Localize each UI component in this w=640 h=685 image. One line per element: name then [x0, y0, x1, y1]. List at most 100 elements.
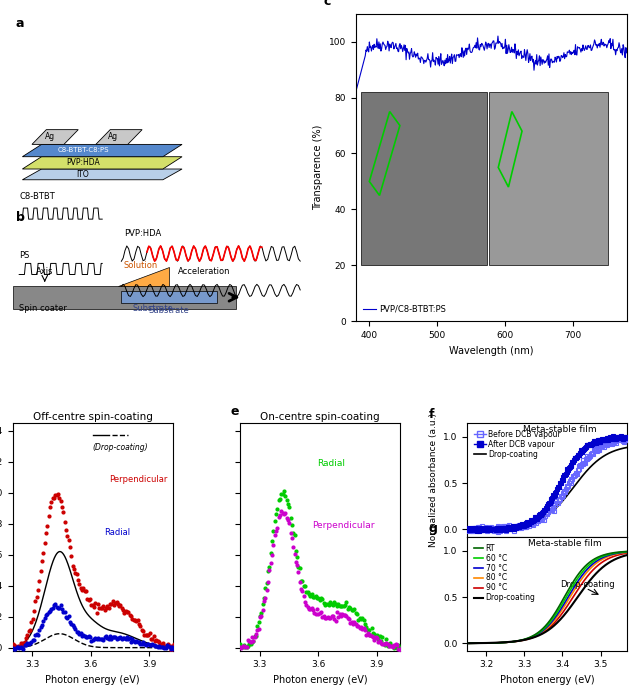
- Polygon shape: [22, 169, 182, 179]
- 60 °C: [492, 639, 499, 647]
- X-axis label: Photon energy (eV): Photon energy (eV): [273, 675, 367, 685]
- 70 °C: [557, 604, 565, 612]
- Drop-coating: [623, 551, 631, 559]
- Line: 90 °C: 90 °C: [467, 553, 627, 643]
- 60 °C: [536, 628, 543, 636]
- Title: On-centre spin-coating: On-centre spin-coating: [260, 412, 380, 422]
- 70 °C: [623, 548, 631, 556]
- Drop-coating: [536, 631, 543, 639]
- Polygon shape: [32, 129, 78, 145]
- RT: [536, 627, 543, 636]
- 90 °C: [570, 591, 578, 599]
- RT: [623, 547, 631, 556]
- 80 °C: [504, 638, 512, 647]
- RT: [557, 598, 565, 606]
- 80 °C: [584, 567, 591, 575]
- 90 °C: [463, 639, 471, 647]
- Polygon shape: [118, 267, 169, 286]
- 80 °C: [557, 607, 565, 615]
- 80 °C: [463, 639, 471, 647]
- Text: e: e: [230, 406, 239, 419]
- Drop-coating: [492, 638, 499, 647]
- Text: Substrate: Substrate: [133, 303, 173, 312]
- 80 °C: [536, 630, 543, 638]
- Y-axis label: Transparence (%): Transparence (%): [313, 125, 323, 210]
- RT: [463, 639, 471, 647]
- Text: Ag: Ag: [44, 132, 54, 140]
- Polygon shape: [22, 157, 182, 169]
- RT: [504, 638, 512, 646]
- 80 °C: [570, 586, 578, 595]
- X-axis label: Photon energy (eV): Photon energy (eV): [500, 675, 595, 685]
- 90 °C: [557, 610, 565, 619]
- Legend: PVP/C8-BTBT:PS: PVP/C8-BTBT:PS: [360, 301, 449, 317]
- Line: 80 °C: 80 °C: [467, 552, 627, 643]
- 90 °C: [623, 549, 631, 557]
- Text: PVP:HDA: PVP:HDA: [66, 158, 100, 166]
- 70 °C: [570, 583, 578, 591]
- Drop-coating: [570, 598, 578, 606]
- Line: Drop-coating: Drop-coating: [467, 555, 627, 643]
- Text: Solution: Solution: [124, 262, 157, 271]
- Legend: RT, 60 °C, 70 °C, 80 °C, 90 °C, Drop-coating: RT, 60 °C, 70 °C, 80 °C, 90 °C, Drop-coa…: [471, 540, 538, 606]
- 70 °C: [504, 638, 512, 646]
- Line: 70 °C: 70 °C: [467, 552, 627, 643]
- Bar: [122, 291, 217, 303]
- Text: Radial: Radial: [104, 528, 130, 537]
- Drop-coating: [557, 614, 565, 623]
- RT: [584, 560, 591, 568]
- Text: (Drop-coating): (Drop-coating): [93, 443, 148, 453]
- Text: Axis: Axis: [36, 266, 54, 276]
- Bar: [13, 286, 236, 309]
- Text: Perpendicular: Perpendicular: [312, 521, 374, 530]
- 70 °C: [536, 629, 543, 637]
- Title: Off-centre spin-coating: Off-centre spin-coating: [33, 412, 153, 422]
- Text: Spin coater: Spin coater: [19, 303, 67, 312]
- 90 °C: [492, 638, 499, 647]
- Text: b: b: [16, 210, 25, 223]
- Line: RT: RT: [467, 551, 627, 643]
- RT: [492, 639, 499, 647]
- Text: c: c: [323, 0, 331, 8]
- 90 °C: [584, 572, 591, 580]
- Polygon shape: [96, 129, 142, 145]
- 60 °C: [463, 639, 471, 647]
- 60 °C: [570, 580, 578, 588]
- Text: Perpendicular: Perpendicular: [109, 475, 167, 484]
- 60 °C: [557, 601, 565, 610]
- Text: PS: PS: [19, 251, 29, 260]
- 70 °C: [584, 564, 591, 573]
- 60 °C: [584, 562, 591, 571]
- Bar: [489, 92, 607, 265]
- 60 °C: [623, 547, 631, 556]
- Text: ITO: ITO: [77, 170, 90, 179]
- 70 °C: [492, 639, 499, 647]
- Polygon shape: [22, 145, 182, 157]
- Text: f: f: [429, 408, 435, 421]
- Text: PVP:HDA: PVP:HDA: [125, 229, 162, 238]
- Bar: [361, 92, 487, 265]
- X-axis label: Wavelength (nm): Wavelength (nm): [449, 345, 534, 356]
- X-axis label: Photon energy (eV): Photon energy (eV): [45, 675, 140, 685]
- Text: Acceleration: Acceleration: [178, 266, 230, 276]
- Text: Radial: Radial: [317, 460, 345, 469]
- 80 °C: [492, 639, 499, 647]
- 90 °C: [536, 630, 543, 638]
- Y-axis label: Normalized absorbance (a.u.): Normalized absorbance (a.u.): [429, 413, 438, 547]
- Text: Ag: Ag: [108, 132, 118, 140]
- Drop-coating: [584, 580, 591, 588]
- Text: Substrate: Substrate: [149, 306, 189, 316]
- Line: 60 °C: 60 °C: [467, 551, 627, 643]
- Text: C8-BTBT: C8-BTBT: [19, 192, 55, 201]
- Legend: Before DCB vapour, After DCB vapour, Drop-coating: Before DCB vapour, After DCB vapour, Dro…: [471, 427, 564, 462]
- Drop-coating: [463, 639, 471, 647]
- 80 °C: [623, 548, 631, 556]
- Text: Meta-stable film: Meta-stable film: [524, 425, 597, 434]
- Text: Meta-stable film: Meta-stable film: [528, 539, 602, 548]
- Text: a: a: [16, 16, 24, 29]
- RT: [570, 576, 578, 584]
- 70 °C: [463, 639, 471, 647]
- 90 °C: [504, 638, 512, 646]
- 60 °C: [504, 638, 512, 646]
- Drop-coating: [504, 638, 512, 646]
